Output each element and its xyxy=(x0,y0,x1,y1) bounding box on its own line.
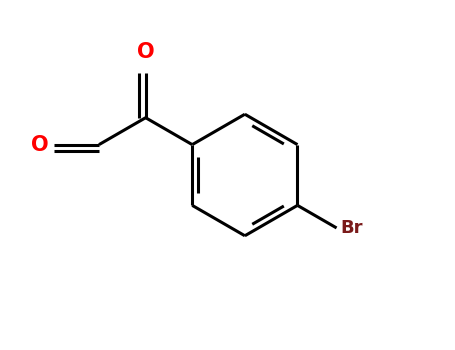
Text: Br: Br xyxy=(340,219,363,237)
Text: O: O xyxy=(137,42,154,62)
Text: O: O xyxy=(31,135,49,155)
